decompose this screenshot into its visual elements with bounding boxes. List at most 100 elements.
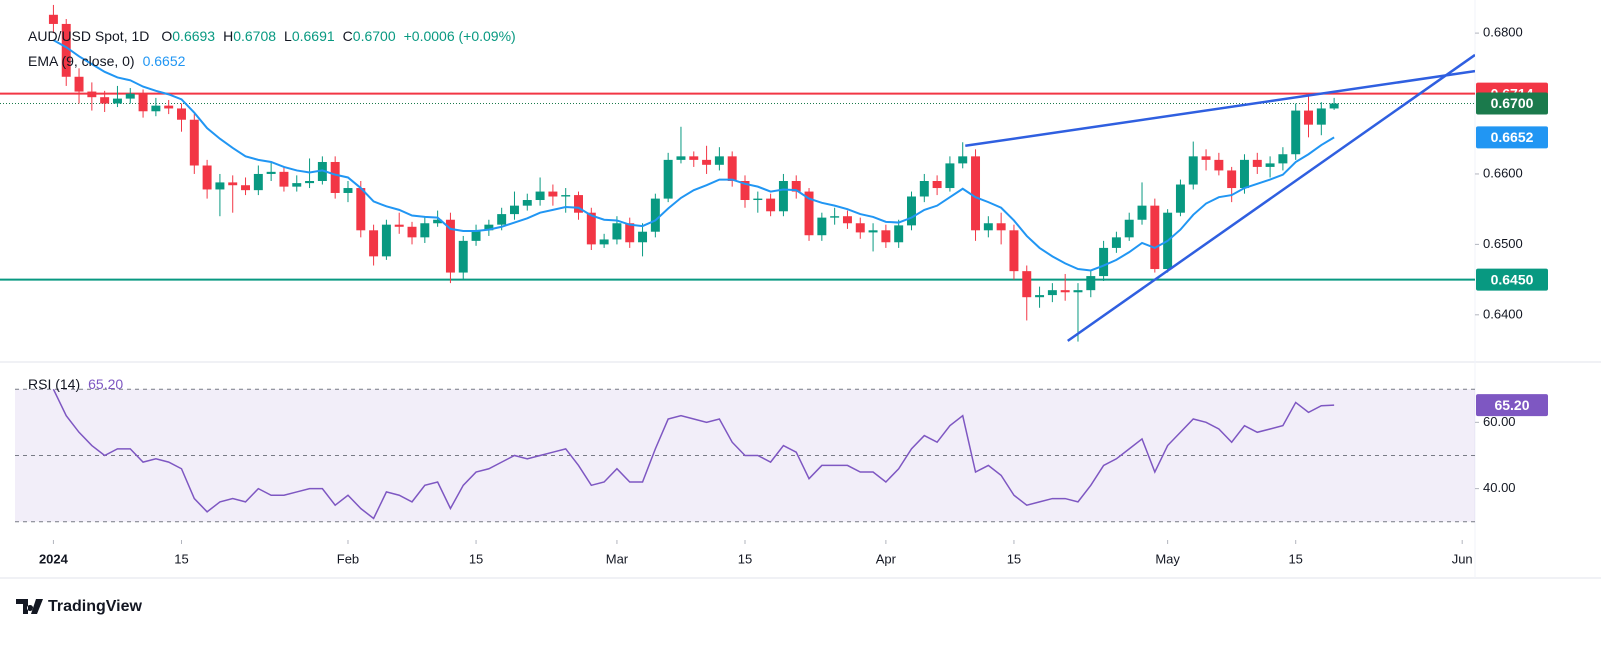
- candle-body: [394, 224, 404, 227]
- candle-body: [971, 156, 981, 231]
- rsi-badge-bg: [1476, 394, 1548, 417]
- candle-body: [1214, 159, 1224, 171]
- candle-body: [1278, 154, 1288, 164]
- candle-body: [241, 185, 251, 191]
- candle-body: [1252, 159, 1262, 167]
- candle-body: [253, 173, 263, 191]
- symbol-title: AUD/USD Spot, 1D: [28, 28, 149, 44]
- candle-body: [714, 156, 724, 165]
- candle-body: [868, 230, 878, 233]
- ohlc-value: 0.6708: [233, 28, 276, 44]
- candle-body: [1227, 170, 1237, 189]
- rsi-value: 65.20: [88, 376, 123, 392]
- price-pane: [0, 4, 1475, 342]
- candle-body: [1175, 184, 1185, 213]
- ema-value: 0.6652: [143, 53, 186, 69]
- candle-body: [317, 161, 327, 181]
- ohlc-key: H: [223, 28, 233, 44]
- candle-body: [112, 98, 122, 104]
- candle-body: [125, 93, 135, 99]
- candle-body: [266, 171, 276, 174]
- candle-body: [766, 198, 776, 212]
- y-tick-label: 0.6600: [1483, 165, 1523, 180]
- candle-body: [407, 226, 417, 238]
- candle-body: [1009, 230, 1019, 272]
- candle-body: [945, 163, 955, 189]
- candle-body: [48, 14, 58, 24]
- candle-body: [778, 181, 788, 212]
- last-price-badge-bg: [1476, 92, 1548, 115]
- candle-body: [228, 182, 238, 186]
- candle-body: [958, 156, 968, 164]
- candle-body: [1086, 276, 1096, 291]
- candle-body: [727, 156, 737, 181]
- candle-body: [676, 156, 686, 160]
- candle-body: [509, 205, 519, 215]
- ema-line: [52, 39, 1335, 272]
- rsi-title: RSI (14): [28, 376, 80, 392]
- y-tick-label: 0.6400: [1483, 306, 1523, 321]
- candle-body: [612, 223, 622, 240]
- candle-body: [1073, 290, 1083, 293]
- ema-badge-bg: [1476, 126, 1548, 149]
- candle-body: [574, 195, 583, 213]
- candle-body: [1099, 247, 1109, 277]
- candle-body: [497, 214, 507, 225]
- candle-body: [1022, 271, 1032, 298]
- candle-body: [1188, 156, 1198, 185]
- y-tick-label: 0.6500: [1483, 236, 1523, 251]
- candle-body: [343, 188, 353, 193]
- ema-name: EMA (9, close, 0): [28, 53, 135, 69]
- candle-body: [548, 191, 558, 197]
- candle-body: [740, 181, 750, 201]
- candle-body: [74, 76, 84, 92]
- candle-body: [202, 165, 212, 190]
- candle-body: [625, 223, 635, 243]
- rsi-badge: 65.20: [1494, 397, 1529, 413]
- ema-legend: EMA (9, close, 0) 0.6652: [28, 53, 186, 69]
- candle-body: [1329, 103, 1339, 109]
- candle-body: [907, 196, 916, 226]
- logo-text: TradingView: [48, 598, 143, 615]
- rsi-pane: [15, 388, 1475, 523]
- candle-body: [445, 219, 455, 273]
- candle-body: [356, 188, 366, 231]
- candle-body: [1291, 110, 1301, 155]
- x-tick-label: Jun: [1452, 551, 1473, 566]
- x-tick-label: Feb: [337, 551, 359, 566]
- candle-body: [433, 219, 443, 224]
- candle-body: [638, 231, 648, 243]
- candle-body: [381, 224, 391, 257]
- candle-body: [919, 181, 929, 197]
- ohlc-key: O: [161, 28, 172, 44]
- candle-body: [817, 217, 827, 236]
- candle-body: [894, 225, 904, 243]
- ohlc-key: L: [284, 28, 292, 44]
- candle-body: [650, 198, 660, 232]
- x-tick-label: Apr: [876, 551, 897, 566]
- x-tick-label: Mar: [606, 551, 629, 566]
- x-tick-label: 2024: [39, 551, 69, 566]
- trendline: [1067, 53, 1475, 342]
- x-tick-label: 15: [469, 551, 483, 566]
- logo: TradingView: [16, 598, 143, 615]
- y-tick-label: 60.00: [1483, 414, 1516, 429]
- y-tick-label: 0.6800: [1483, 25, 1523, 40]
- candle-body: [753, 198, 763, 201]
- x-tick-label: 15: [738, 551, 752, 566]
- rsi-line: [52, 388, 1335, 520]
- layers: 0.6400 0.6500 0.6600 0.6800 2024 15 Feb 15 Mar 15…: [0, 4, 1548, 566]
- candle-body: [663, 159, 673, 199]
- x-tick-label: 15: [1288, 551, 1302, 566]
- x-tick-label: May: [1155, 551, 1180, 566]
- candle-body: [586, 212, 596, 245]
- candle-body: [842, 216, 852, 224]
- candle-body: [1124, 219, 1134, 238]
- legend-line: AUD/USD Spot, 1D O0.6693 H0.6708 L0.6691 C0.…: [28, 28, 516, 44]
- candle-body: [1047, 290, 1057, 296]
- last-price-badge: 0.6700: [1491, 95, 1534, 111]
- x-tick-label: 15: [1007, 551, 1021, 566]
- logo-icon: [16, 599, 43, 614]
- candle-body: [458, 240, 468, 273]
